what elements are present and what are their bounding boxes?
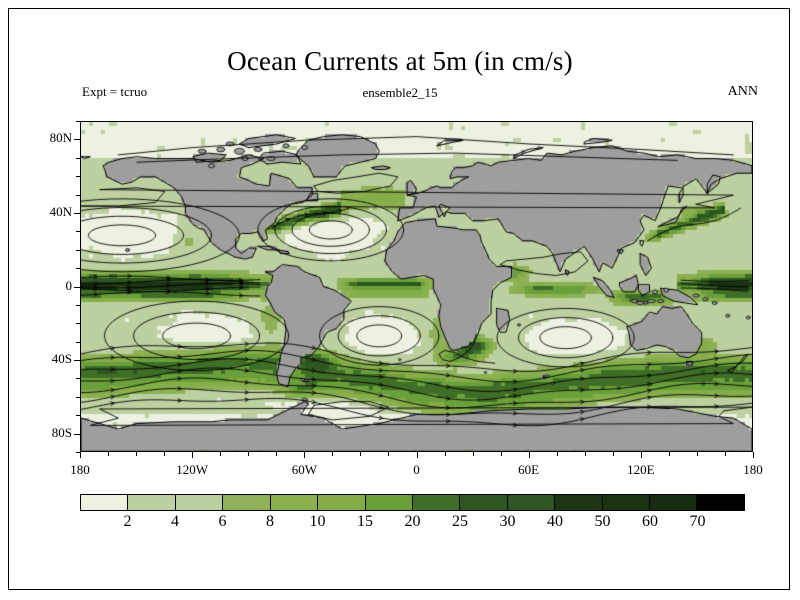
ensemble-subtitle: ensemble2_15 — [362, 85, 438, 100]
colorbar-swatch-2 — [174, 495, 223, 510]
colorbar-swatch-1 — [127, 495, 175, 510]
colorbar-swatch-5 — [317, 495, 365, 510]
colorbar-tick-label: 4 — [171, 513, 179, 530]
colorbar-tick-label: 20 — [404, 513, 421, 530]
colorbar-tick-label: 70 — [689, 513, 706, 530]
colorbar-tick-label: 50 — [594, 513, 611, 530]
colorbar-tick-label: 60 — [642, 513, 658, 530]
colorbar-tick-label: 30 — [499, 513, 516, 530]
season-label: ANN — [727, 84, 758, 99]
map-plot-area — [80, 121, 753, 452]
colorbar-swatch-13 — [696, 495, 744, 510]
colorbar-tick-label: 2 — [123, 513, 132, 530]
colorbar-swatch-9 — [506, 495, 555, 510]
page-title: Ocean Currents at 5m (in cm/s) — [227, 46, 573, 76]
colorbar-tick-label: 25 — [452, 513, 468, 530]
colorbar — [80, 494, 745, 511]
colorbar-tick-label: 40 — [547, 513, 563, 530]
colorbar-tick-label: 15 — [357, 513, 373, 530]
colorbar-swatch-11 — [601, 495, 650, 510]
colorbar-swatch-4 — [269, 495, 318, 510]
colorbar-swatch-3 — [222, 495, 270, 510]
colorbar-swatch-8 — [459, 495, 507, 510]
ocean-current-map — [81, 122, 752, 451]
colorbar-swatch-6 — [364, 495, 412, 510]
colorbar-swatch-10 — [554, 495, 602, 510]
colorbar-tick-label: 8 — [266, 513, 274, 530]
colorbar-tick-label: 10 — [309, 513, 326, 530]
experiment-label: Expt = tcruo — [82, 84, 148, 99]
colorbar-swatch-12 — [649, 495, 697, 510]
colorbar-swatch-0 — [81, 495, 128, 510]
colorbar-swatch-7 — [411, 495, 460, 510]
colorbar-tick-label: 6 — [218, 513, 227, 530]
